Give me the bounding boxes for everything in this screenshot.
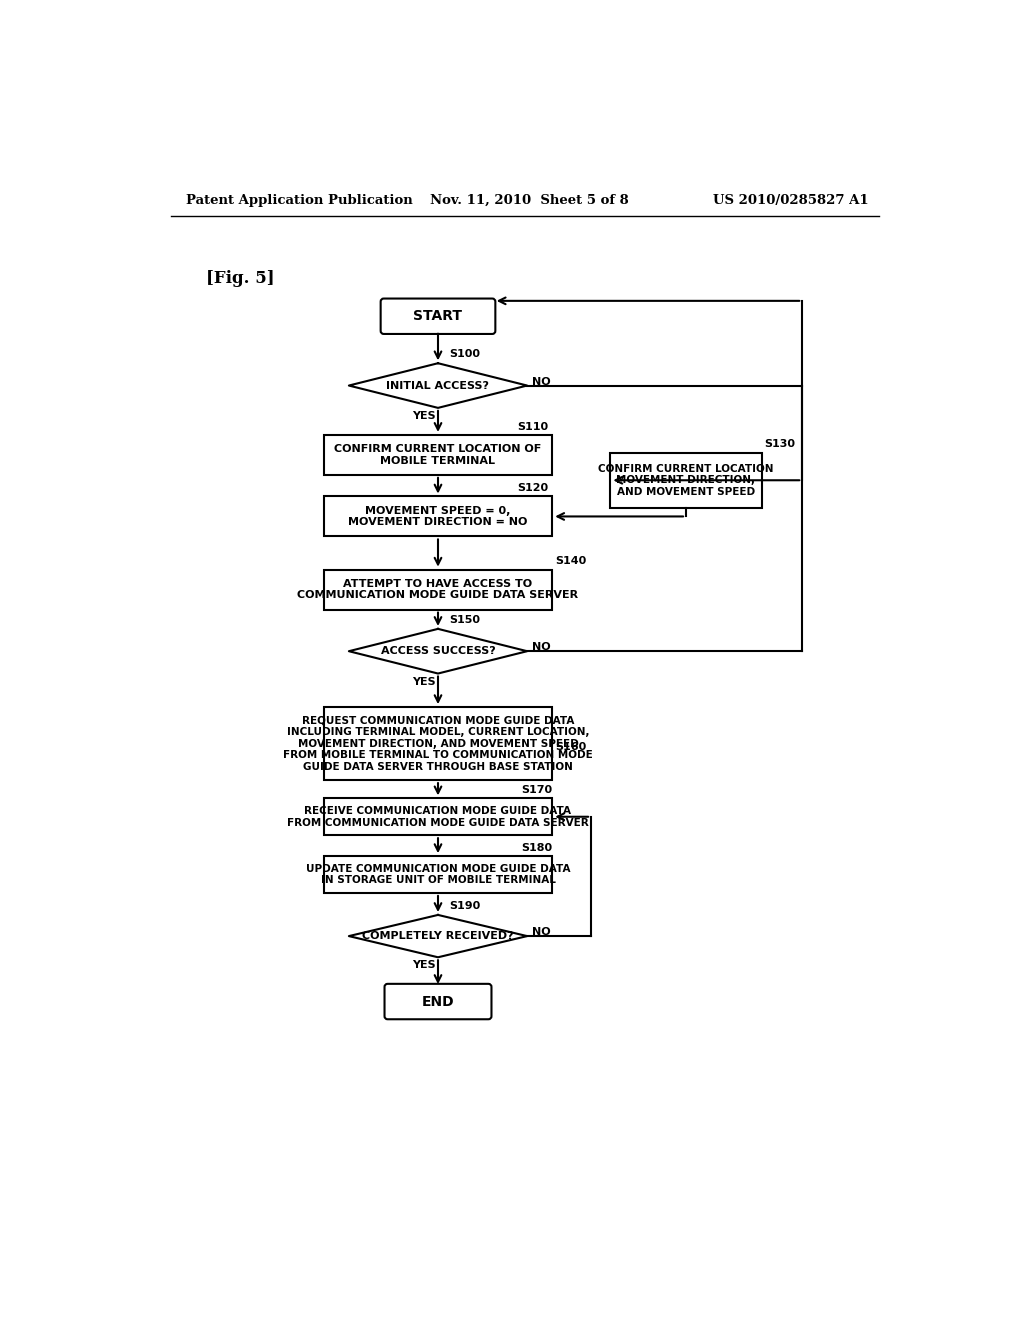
Text: S160: S160 — [555, 742, 587, 752]
Text: S170: S170 — [521, 785, 552, 795]
Bar — [324, 496, 552, 536]
Text: S150: S150 — [450, 615, 480, 626]
Text: REQUEST COMMUNICATION MODE GUIDE DATA
INCLUDING TERMINAL MODEL, CURRENT LOCATION: REQUEST COMMUNICATION MODE GUIDE DATA IN… — [283, 715, 593, 772]
Text: US 2010/0285827 A1: US 2010/0285827 A1 — [713, 194, 868, 207]
Text: YES: YES — [413, 411, 436, 421]
Text: NO: NO — [531, 643, 551, 652]
Polygon shape — [349, 363, 527, 408]
Text: ATTEMPT TO HAVE ACCESS TO
COMMUNICATION MODE GUIDE DATA SERVER: ATTEMPT TO HAVE ACCESS TO COMMUNICATION … — [297, 578, 579, 601]
Bar — [324, 434, 552, 475]
Polygon shape — [349, 915, 527, 957]
Bar — [324, 708, 552, 780]
Text: Patent Application Publication: Patent Application Publication — [186, 194, 413, 207]
FancyBboxPatch shape — [385, 983, 492, 1019]
Text: UPDATE COMMUNICATION MODE GUIDE DATA
IN STORAGE UNIT OF MOBILE TERMINAL: UPDATE COMMUNICATION MODE GUIDE DATA IN … — [306, 863, 570, 886]
Polygon shape — [349, 628, 527, 673]
Text: Nov. 11, 2010  Sheet 5 of 8: Nov. 11, 2010 Sheet 5 of 8 — [430, 194, 629, 207]
Text: S120: S120 — [517, 483, 549, 494]
Text: NO: NO — [531, 927, 551, 937]
Text: S190: S190 — [450, 902, 481, 911]
Text: START: START — [414, 309, 463, 323]
FancyBboxPatch shape — [381, 298, 496, 334]
Text: S140: S140 — [555, 557, 587, 566]
Text: S100: S100 — [450, 350, 480, 359]
Bar — [324, 570, 552, 610]
Bar — [324, 799, 552, 836]
Text: YES: YES — [413, 961, 436, 970]
Text: MOVEMENT SPEED = 0,
MOVEMENT DIRECTION = NO: MOVEMENT SPEED = 0, MOVEMENT DIRECTION =… — [348, 506, 527, 527]
Bar — [610, 453, 762, 508]
Text: CONFIRM CURRENT LOCATION
MOVEMENT DIRECTION,
AND MOVEMENT SPEED: CONFIRM CURRENT LOCATION MOVEMENT DIRECT… — [598, 463, 774, 496]
Text: INITIAL ACCESS?: INITIAL ACCESS? — [386, 380, 489, 391]
Text: [Fig. 5]: [Fig. 5] — [206, 271, 274, 286]
Text: NO: NO — [531, 376, 551, 387]
Text: YES: YES — [413, 677, 436, 686]
Text: ACCESS SUCCESS?: ACCESS SUCCESS? — [381, 647, 496, 656]
Bar — [324, 857, 552, 892]
Text: S110: S110 — [517, 422, 549, 432]
Text: CONFIRM CURRENT LOCATION OF
MOBILE TERMINAL: CONFIRM CURRENT LOCATION OF MOBILE TERMI… — [335, 444, 542, 466]
Text: COMPLETELY RECEIVED?: COMPLETELY RECEIVED? — [362, 931, 514, 941]
Text: S180: S180 — [521, 843, 552, 853]
Text: END: END — [422, 994, 455, 1008]
Text: RECEIVE COMMUNICATION MODE GUIDE DATA
FROM COMMUNICATION MODE GUIDE DATA SERVER: RECEIVE COMMUNICATION MODE GUIDE DATA FR… — [287, 807, 589, 828]
Text: S130: S130 — [765, 440, 796, 449]
